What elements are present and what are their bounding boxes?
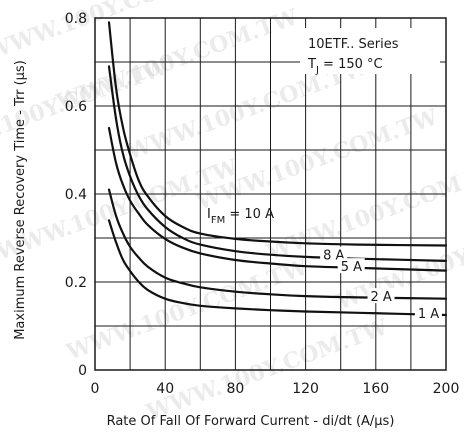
- ifm-value: = 10 A: [225, 207, 274, 222]
- curve-5a: [107, 126, 448, 272]
- x-tick-label: 0: [91, 381, 100, 397]
- y-tick-label: 0: [78, 363, 87, 379]
- tj-subscript: J: [315, 65, 319, 76]
- y-tick-labels: 0 0.2 0.4 0.6 0.8: [65, 11, 87, 379]
- x-axis-label: Rate Of Fall Of Forward Current - di/dt …: [107, 414, 395, 429]
- x-tick-label: 40: [156, 381, 174, 397]
- y-tick-label: 0.2: [65, 275, 87, 291]
- y-axis-label: Maximum Reverse Recovery Time - Trr (µs): [13, 60, 28, 340]
- curve-1a: [107, 219, 448, 317]
- tj-symbol: T: [307, 57, 316, 72]
- x-tick-label: 200: [433, 381, 460, 397]
- curve-label-5a: 5 A: [341, 260, 362, 275]
- y-tick-label: 0.8: [65, 11, 87, 27]
- ifm-symbol: I: [207, 207, 211, 222]
- curve-label-bg: [367, 288, 395, 304]
- series-annotation: 10ETF.. Series: [308, 37, 399, 52]
- curve-label-bg: [320, 246, 348, 262]
- curve-10a: [107, 21, 448, 247]
- plot-frame: [94, 17, 447, 371]
- x-tick-label: 160: [362, 381, 389, 397]
- curve-label-2a: 2 A: [371, 290, 392, 305]
- temperature-annotation: TJ = 150 °C: [307, 57, 383, 76]
- y-tick-label: 0.6: [65, 99, 87, 115]
- curve-8a: [107, 65, 448, 262]
- x-tick-labels: 0 40 80 120 160 200: [91, 381, 460, 397]
- ifm-annotation: IFM = 10 A: [207, 207, 274, 226]
- y-tick-label: 0.4: [65, 187, 87, 203]
- ifm-subscript: FM: [211, 215, 225, 226]
- x-tick-label: 80: [226, 381, 244, 397]
- curve-label-1a: 1 A: [418, 307, 439, 322]
- curve-2a: [107, 188, 448, 300]
- series-legend-box: [300, 28, 440, 74]
- curve-labels: 8 A5 A2 A1 A: [320, 246, 442, 322]
- tj-value: = 150 °C: [319, 57, 383, 72]
- curve-label-bg: [414, 305, 442, 321]
- curve-layer: [107, 21, 448, 317]
- x-tick-label: 120: [292, 381, 319, 397]
- curve-label-bg: [337, 258, 365, 274]
